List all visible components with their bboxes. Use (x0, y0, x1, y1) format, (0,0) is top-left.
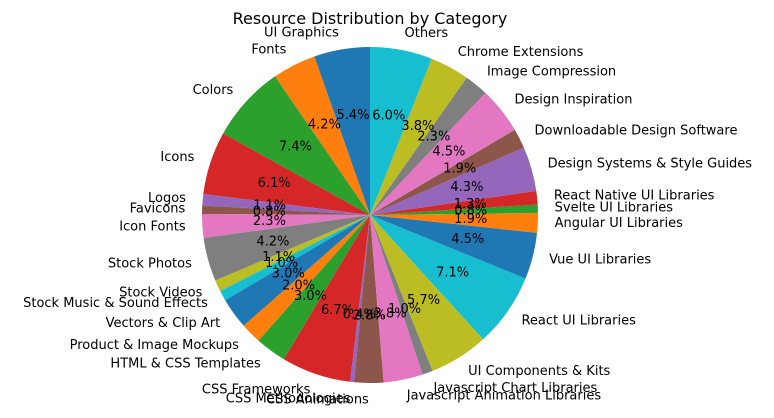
pie-slice (370, 212, 539, 233)
slice-percent-label: 7.1% (436, 265, 469, 280)
category-labels: UI Graphics Fonts Colors Icons LogosFavicons… (23, 25, 752, 407)
slice-category-label: Angular UI Libraries (555, 216, 684, 231)
pie-slice (243, 215, 370, 341)
pie-slice (370, 92, 515, 215)
slice-percent-label: 3.0% (294, 289, 327, 304)
slice-percent-label: 1.1% (253, 198, 286, 213)
pie-slice (275, 56, 370, 215)
slice-category-label: Javascript Chart Libraries (432, 381, 597, 396)
slice-percent-label: 7.4% (279, 140, 312, 155)
slice-category-label: Product & Image Mockups (70, 338, 240, 353)
slice-percent-label: 2.3% (253, 214, 286, 229)
pie-slice (354, 215, 384, 383)
pie-slice (203, 133, 370, 215)
slice-category-label: React Native UI Libraries (554, 188, 715, 203)
slice-percent-label: 4.5% (451, 232, 484, 247)
pie-slice (370, 215, 526, 340)
slice-percent-label: 0.8% (253, 204, 286, 219)
pie-slice (370, 215, 484, 371)
slice-percent-label: 4.2% (256, 234, 289, 249)
slice-percent-label: 1.3% (454, 197, 487, 212)
slice-category-label: UI Graphics (264, 25, 339, 40)
chart-title: Resource Distribution by Category (233, 9, 508, 28)
slice-category-label: React UI Libraries (521, 313, 636, 328)
slice-percent-label: 4.2% (308, 118, 341, 133)
pie-slice (202, 194, 370, 215)
slice-percent-label: 3.0% (272, 267, 305, 282)
pie-slice (201, 213, 370, 239)
pie-slice (370, 204, 538, 215)
slice-percent-label: 6.1% (258, 176, 291, 191)
slice-category-label: Svelte UI Libraries (555, 201, 674, 216)
pie-slice (283, 215, 370, 382)
slice-category-label: Stock Videos (119, 285, 203, 300)
slice-category-label: CSS Methodologies (226, 391, 351, 406)
pie-slices (201, 47, 539, 383)
slice-category-label: Stock Photos (108, 257, 192, 272)
pie-slice (370, 77, 486, 216)
pie-slice (203, 215, 370, 281)
slice-percent-label: 4.5% (432, 145, 465, 160)
pie-slice (370, 58, 467, 216)
slice-percent-label: 1.0% (265, 256, 298, 271)
slice-percent-label: 1.0% (388, 302, 421, 317)
pie-slice (370, 215, 423, 383)
slice-percent-label: 2.3% (417, 129, 450, 144)
slice-percent-label: 2.8% (353, 308, 386, 323)
slice-category-label: Icons (160, 150, 194, 165)
slice-percent-label: 6.0% (372, 108, 405, 123)
slice-percent-label: 0.4% (343, 308, 376, 323)
pie-slice (223, 76, 370, 215)
pie-slice (220, 215, 370, 301)
pie-slice (314, 47, 370, 215)
slice-percent-label: 3.8% (374, 306, 407, 321)
slice-category-label: Vectors & Clip Art (106, 316, 221, 331)
slice-category-label: Fonts (251, 43, 286, 58)
slice-category-label: Chrome Extensions (458, 45, 584, 60)
slice-percent-label: 4.3% (450, 180, 483, 195)
slice-category-label: UI Components & Kits (468, 364, 610, 379)
pie-slice (350, 215, 370, 383)
pie-slice (370, 47, 432, 215)
slice-category-label: Vue UI Libraries (549, 253, 651, 268)
pie-slice (202, 205, 370, 215)
slice-category-label: Javascript Animation Libraries (406, 389, 602, 404)
slice-category-label: CSS Frameworks (202, 382, 311, 397)
slice-category-label: Colors (193, 83, 234, 98)
slice-category-label: Icon Fonts (119, 220, 186, 235)
slice-category-label: Design Inspiration (515, 92, 633, 107)
slice-percent-label: 1.9% (443, 162, 476, 177)
pie-slice (258, 215, 370, 360)
slice-category-label: Design Systems & Style Guides (548, 157, 753, 172)
slice-percent-label: 0.8% (454, 204, 487, 219)
slice-category-label: Image Compression (487, 64, 616, 79)
slice-category-label: CSS Animations (266, 392, 369, 407)
pie-slice (370, 129, 524, 215)
slice-percent-label: 1.1% (262, 250, 295, 265)
slice-percent-label: 3.8% (401, 119, 434, 134)
slice-category-label: Others (404, 26, 448, 41)
slice-category-label: Logos (148, 191, 186, 206)
slice-percent-label: 6.7% (321, 303, 354, 318)
percent-labels: 5.4%4.2%7.4%6.1%1.1%0.8%2.3%4.2%1.1%1.0%… (253, 108, 488, 323)
slice-percent-label: 1.9% (454, 212, 487, 227)
slice-percent-label: 5.7% (407, 293, 440, 308)
pie-slice (225, 215, 370, 326)
slice-percent-label: 5.4% (337, 108, 370, 123)
slice-category-label: HTML & CSS Templates (110, 357, 261, 372)
pie-slice (370, 215, 538, 279)
pie-slice (370, 190, 538, 215)
slice-category-label: Downloadable Design Software (535, 123, 738, 138)
slice-category-label: Stock Music & Sound Effects (23, 296, 208, 311)
pie-slice (215, 215, 370, 291)
pie-slice (370, 215, 433, 375)
slice-category-label: Favicons (130, 202, 186, 217)
pie-slice (370, 147, 537, 215)
slice-percent-label: 2.0% (282, 279, 315, 294)
